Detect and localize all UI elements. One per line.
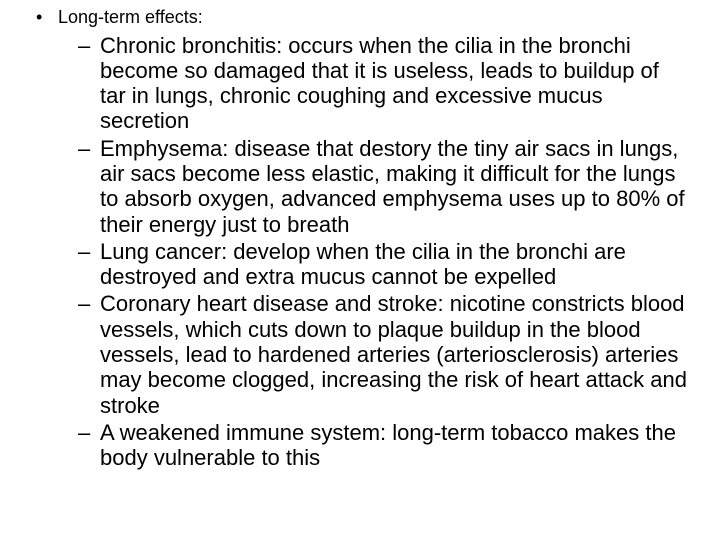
level2-item: Lung cancer: develop when the cilia in t… <box>78 239 690 290</box>
level2-item: Chronic bronchitis: occurs when the cili… <box>78 33 690 134</box>
level1-heading: Long-term effects: <box>58 7 203 27</box>
bullet-list-level2: Chronic bronchitis: occurs when the cili… <box>58 33 690 471</box>
slide-body: Long-term effects: Chronic bronchitis: o… <box>0 0 720 540</box>
level2-text: Emphysema: disease that destory the tiny… <box>100 136 685 237</box>
level1-item: Long-term effects: Chronic bronchitis: o… <box>30 6 690 471</box>
level2-item: Emphysema: disease that destory the tiny… <box>78 136 690 237</box>
level2-item: Coronary heart disease and stroke: nicot… <box>78 291 690 417</box>
bullet-list-level1: Long-term effects: Chronic bronchitis: o… <box>30 6 690 471</box>
level2-item: A weakened immune system: long-term toba… <box>78 420 690 471</box>
level2-text: Lung cancer: develop when the cilia in t… <box>100 239 626 289</box>
level2-text: Coronary heart disease and stroke: nicot… <box>100 291 687 417</box>
level2-text: Chronic bronchitis: occurs when the cili… <box>100 33 659 134</box>
level2-text: A weakened immune system: long-term toba… <box>100 420 676 470</box>
